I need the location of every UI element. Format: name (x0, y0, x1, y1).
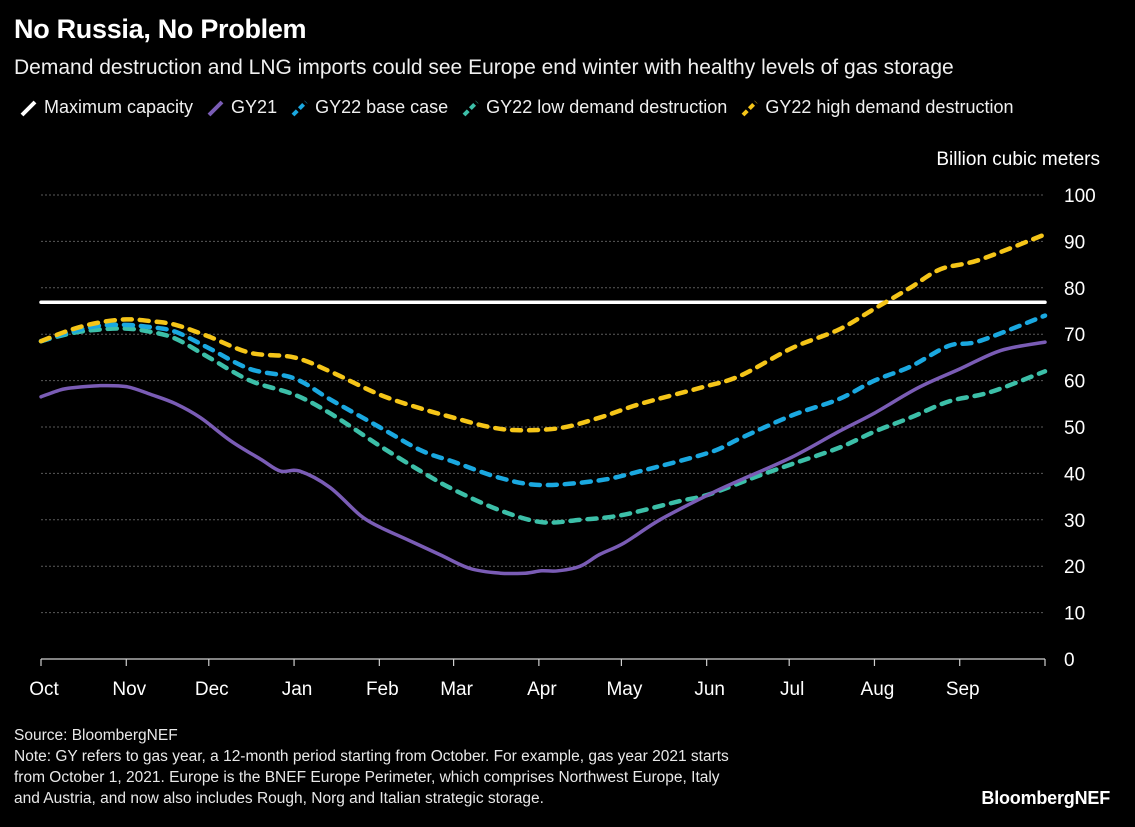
x-tick-label: Jul (780, 679, 804, 700)
series-line-gy22-base-case (38, 313, 1048, 488)
y-tick-label: 0 (1064, 650, 1075, 671)
x-tick-label: Feb (366, 679, 399, 700)
x-tick-label: Nov (112, 679, 146, 700)
y-axis-unit-label: Billion cubic meters (936, 149, 1100, 170)
chart-title: No Russia, No Problem (14, 14, 307, 44)
legend-label: GY21 (231, 97, 278, 117)
x-tick-label: Mar (440, 679, 473, 700)
series-lines (38, 232, 1048, 576)
y-tick-label: 70 (1064, 325, 1085, 346)
legend-item-gy21: GY21 (207, 97, 277, 118)
legend-swatch-gy22-base (291, 100, 308, 116)
legend-label: Maximum capacity (44, 97, 194, 117)
bloombergnef-logo: BloombergNEF (981, 788, 1110, 808)
series-line-gy21 (39, 340, 1047, 576)
y-tick-label: 30 (1064, 511, 1085, 532)
y-tick-label: 20 (1064, 557, 1085, 578)
legend-item-gy22-low: GY22 low demand destruction (462, 97, 727, 118)
x-tick-label: Aug (861, 679, 895, 700)
legend-item-gy22-base: GY22 base case (291, 97, 448, 118)
y-tick-label: 90 (1064, 232, 1085, 253)
footnote: Source: BloombergNEF Note: GY refers to … (14, 725, 874, 809)
x-tick-label: May (606, 679, 642, 700)
legend-label: GY22 low demand destruction (486, 97, 728, 117)
legend-swatch-max-capacity (20, 100, 37, 116)
chart-subtitle: Demand destruction and LNG imports could… (14, 56, 954, 79)
y-tick-label: 100 (1064, 186, 1096, 207)
legend-swatch-gy21 (207, 100, 224, 116)
y-axis: 0 10 20 30 40 50 60 70 80 90 100 (1064, 186, 1096, 671)
legend-item-gy22-high: GY22 high demand destruction (741, 97, 1013, 118)
series-line-gy22-high-demand-destruction (38, 232, 1048, 433)
source-text: Source: BloombergNEF (14, 727, 178, 744)
legend-swatch-gy22-low (462, 100, 479, 116)
x-tick-label: Jan (282, 679, 313, 700)
note-line-3: and Austria, and now also includes Rough… (14, 790, 544, 807)
note-line-1: Note: GY refers to gas year, a 12-month … (14, 748, 729, 765)
grid-lines (41, 194, 1045, 614)
x-tick-label: Oct (29, 679, 59, 700)
x-tick-label: Jun (694, 679, 725, 700)
legend-label: GY22 high demand destruction (765, 97, 1014, 117)
y-tick-label: 40 (1064, 464, 1085, 485)
x-axis: Oct Nov Dec Jan Feb Mar Apr May Jun Jul Aug Sep (29, 658, 1046, 700)
note-line-2: from October 1, 2021. Europe is the BNEF… (14, 769, 720, 786)
y-tick-label: 10 (1064, 604, 1085, 625)
y-tick-label: 80 (1064, 279, 1085, 300)
y-tick-label: 60 (1064, 372, 1085, 393)
series-line-gy22-low-demand-destruction (38, 326, 1048, 525)
x-tick-label: Dec (195, 679, 229, 700)
legend-swatch-gy22-high (741, 100, 758, 116)
x-tick-label: Sep (946, 679, 980, 700)
legend-label: GY22 base case (315, 97, 449, 117)
x-tick-label: Apr (527, 679, 557, 700)
y-tick-label: 50 (1064, 418, 1085, 439)
legend-item-max-capacity: Maximum capacity (20, 97, 193, 118)
chart-legend: Maximum capacity GY21 GY22 base case GY2… (20, 97, 1027, 118)
